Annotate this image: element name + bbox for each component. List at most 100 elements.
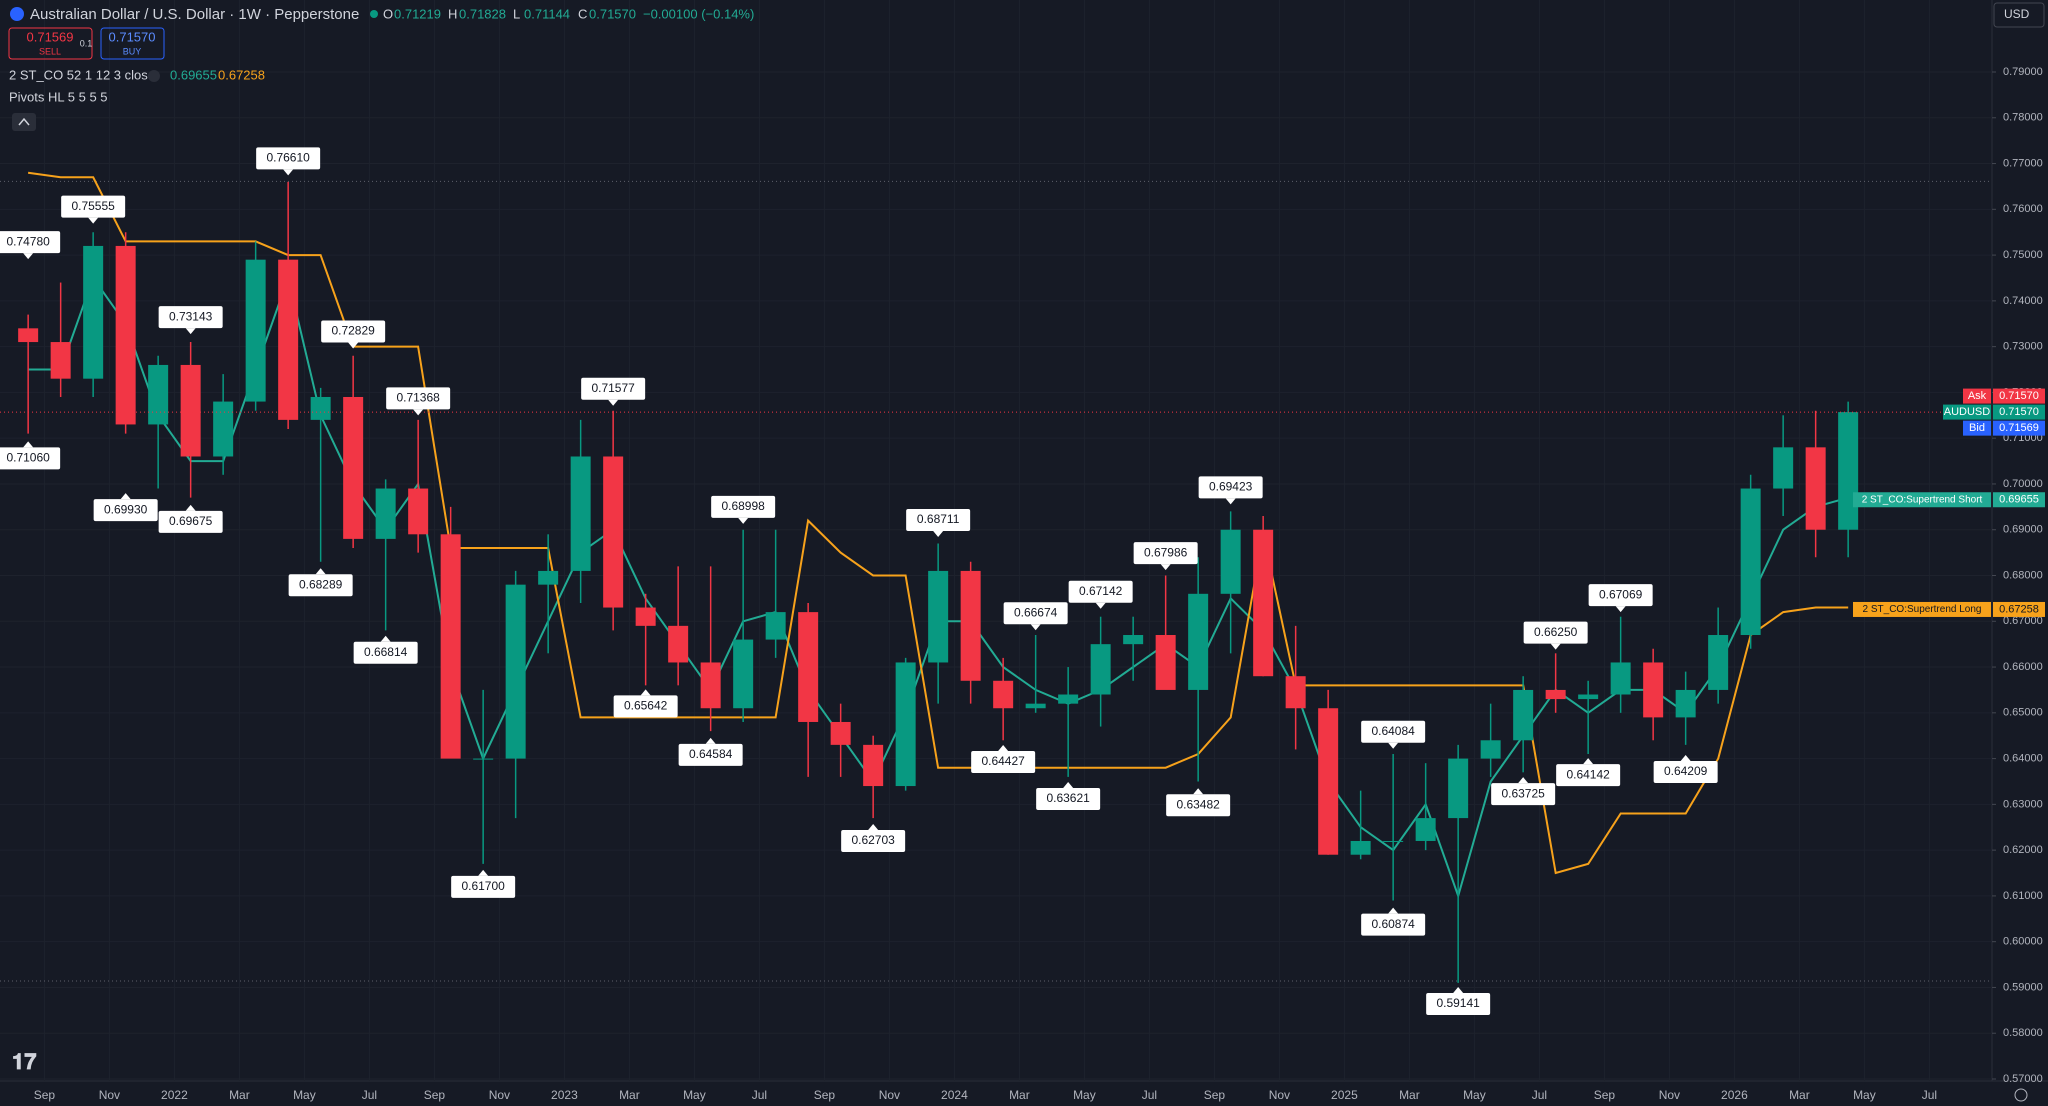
pivot-pointer	[1063, 781, 1074, 788]
pivot-pointer	[1193, 788, 1204, 795]
candle-body	[83, 245, 104, 379]
pivot-box	[158, 510, 223, 533]
x-tick-label: Nov	[1659, 1088, 1680, 1102]
pivot-pointer	[1160, 564, 1171, 571]
price-tag-name: AUDUSD	[1944, 406, 1991, 418]
candle-body	[1675, 689, 1696, 718]
candle-body	[1610, 662, 1631, 695]
pivot-pointer	[120, 493, 131, 500]
quantity: 0.1	[80, 38, 93, 48]
candle-body	[148, 364, 169, 425]
pivot-box	[288, 574, 353, 597]
candle-body	[1155, 635, 1176, 690]
currency-button[interactable]	[1993, 2, 2045, 28]
collapse-button[interactable]	[12, 113, 36, 131]
pivot-label: 0.68711	[917, 512, 960, 526]
y-tick-label: 0.60000	[2003, 936, 2043, 948]
pivot-label: 0.71368	[396, 391, 440, 405]
candle-body	[408, 488, 429, 535]
pivot-box	[971, 751, 1036, 774]
x-tick-label: May	[683, 1088, 706, 1102]
pivot-pointer	[23, 253, 34, 260]
pivot-label: 0.64142	[1566, 767, 1610, 781]
pivot-label: 0.64084	[1371, 724, 1415, 738]
pivot-pointer	[933, 530, 944, 537]
y-tick-label: 0.76000	[2003, 203, 2043, 215]
pivot-pointer	[1550, 643, 1561, 650]
x-tick-label: Jul	[1142, 1088, 1157, 1102]
y-tick-label: 0.66000	[2003, 661, 2043, 673]
x-tick-label: 2025	[1331, 1088, 1358, 1102]
pivots-indicator: Pivots HL 5 5 5 5	[9, 89, 108, 104]
y-tick-label: 0.59000	[2003, 981, 2043, 993]
supertrend-line	[27, 171, 1849, 875]
y-tick-label: 0.61000	[2003, 890, 2043, 902]
candle-body	[993, 680, 1014, 709]
pivot-box	[1491, 783, 1556, 806]
candle-body	[603, 456, 624, 608]
pivot-label: 0.69930	[104, 502, 148, 516]
candle-body	[1740, 488, 1761, 636]
indicator-short: 0.69655	[170, 67, 217, 82]
pivot-box	[386, 387, 451, 410]
price-tag-name-box	[1963, 388, 1991, 404]
candle-body	[473, 758, 494, 760]
pivot-label: 0.59141	[1436, 996, 1480, 1010]
ohlc: O 0.71219 H 0.71828 L 0.71144 C 0.71570 −0.00100…	[383, 6, 754, 21]
series-tag-value: 0.67258	[1999, 603, 2039, 615]
y-tick-label: 0.79000	[2003, 66, 2043, 78]
pivot-label: 0.63621	[1046, 791, 1090, 805]
pivot-pointer	[478, 869, 489, 876]
pivot-pointer	[738, 517, 749, 524]
y-tick-label: 0.73000	[2003, 341, 2043, 353]
settings-icon[interactable]	[2014, 1088, 2028, 1102]
x-tick-label: May	[1463, 1088, 1486, 1102]
ohlc-value: 0.71219	[394, 6, 441, 21]
pivot-label: 0.68998	[721, 499, 765, 513]
price-tag-value: 0.71570	[1999, 390, 2039, 402]
tv-logo: 𝟏𝟕	[12, 1049, 37, 1074]
candle-body	[1805, 447, 1826, 530]
ohlc-value: 0.71570	[589, 6, 636, 21]
candle-body	[570, 456, 591, 571]
y-tick-label: 0.58000	[2003, 1027, 2043, 1039]
pivot-box	[1036, 787, 1101, 810]
candle-body	[343, 396, 364, 539]
symbol-title: Australian Dollar / U.S. Dollar · 1W · P…	[30, 6, 359, 23]
candle-body	[505, 584, 526, 759]
pivot-pointer	[868, 823, 879, 830]
pivot-label: 0.67986	[1144, 545, 1188, 559]
pivot-box	[1523, 621, 1588, 644]
pivot-box	[678, 743, 743, 766]
candle-body	[1838, 412, 1859, 530]
buy-button[interactable]	[100, 27, 165, 60]
candle-body	[1708, 635, 1729, 690]
pivot-label: 0.63725	[1501, 786, 1545, 800]
indicator-long: 0.67258	[218, 67, 265, 82]
ohlc-label: O	[383, 6, 393, 21]
pivot-box	[906, 508, 971, 531]
pivot-box	[581, 377, 646, 400]
x-tick-label: Sep	[1204, 1088, 1226, 1102]
x-tick-label: Jul	[752, 1088, 767, 1102]
pivot-pointer	[705, 737, 716, 744]
sell-button[interactable]	[8, 27, 93, 60]
candle-body	[1578, 694, 1599, 700]
candle-body	[1545, 689, 1566, 700]
pivot-box	[1556, 764, 1621, 787]
indicator-icon	[148, 70, 160, 82]
y-tick-label: 0.62000	[2003, 844, 2043, 856]
x-tick-label: Jul	[1532, 1088, 1547, 1102]
indicator-name: 2 ST_CO 52 1 12 3 close	[9, 67, 155, 82]
candle-body	[538, 570, 559, 585]
x-tick-label: Sep	[424, 1088, 446, 1102]
ohlc-label: L	[513, 6, 520, 21]
candle-body	[635, 607, 656, 626]
candle-body	[1123, 635, 1144, 645]
candle-body	[960, 570, 981, 681]
candle-body	[1415, 818, 1436, 841]
pivot-box	[0, 447, 61, 470]
pivot-box	[1361, 913, 1426, 936]
